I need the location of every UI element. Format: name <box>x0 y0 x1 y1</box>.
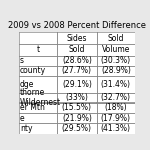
Bar <box>19 113 57 123</box>
Bar <box>19 44 57 56</box>
Bar <box>19 93 57 103</box>
Bar <box>97 44 135 56</box>
Bar <box>57 66 97 76</box>
Bar <box>19 123 57 134</box>
Text: (28.6%): (28.6%) <box>62 56 92 65</box>
Text: Volume: Volume <box>102 45 130 54</box>
Bar <box>97 103 135 113</box>
Text: (21.9%): (21.9%) <box>62 114 92 123</box>
Bar <box>97 93 135 103</box>
Text: (30.3%): (30.3%) <box>101 56 131 65</box>
Bar <box>57 93 97 103</box>
Text: e: e <box>20 114 25 123</box>
Text: Sold: Sold <box>69 45 85 54</box>
Text: (41.3%): (41.3%) <box>101 124 131 133</box>
Text: s: s <box>20 56 24 65</box>
Text: (29.1%): (29.1%) <box>62 80 92 89</box>
Bar <box>57 44 97 56</box>
Text: (18%): (18%) <box>105 103 127 112</box>
Bar <box>57 56 97 66</box>
Bar <box>97 76 135 93</box>
Bar <box>19 56 57 66</box>
Text: t: t <box>36 45 39 54</box>
Text: (29.5%): (29.5%) <box>62 124 92 133</box>
Bar <box>97 66 135 76</box>
Bar <box>97 113 135 123</box>
Text: Sold: Sold <box>108 34 124 43</box>
Text: 2009 vs 2008 Percent Difference: 2009 vs 2008 Percent Difference <box>8 21 146 30</box>
Bar <box>97 123 135 134</box>
Bar <box>57 113 97 123</box>
Bar <box>19 103 57 113</box>
Text: (27.7%): (27.7%) <box>62 66 92 75</box>
Bar <box>57 32 97 44</box>
Text: Sides: Sides <box>67 34 87 43</box>
Bar <box>19 76 57 93</box>
Bar <box>57 123 97 134</box>
Bar <box>19 32 57 44</box>
Bar <box>19 66 57 76</box>
Text: thorne
Wildernest: thorne Wildernest <box>20 88 61 107</box>
Text: (33%): (33%) <box>65 93 88 102</box>
Text: (32.7%): (32.7%) <box>101 93 131 102</box>
Text: nty: nty <box>20 124 32 133</box>
Bar <box>97 32 135 44</box>
Bar <box>57 103 97 113</box>
Text: (17.9%): (17.9%) <box>101 114 131 123</box>
Text: (31.4%): (31.4%) <box>101 80 131 89</box>
Text: dge: dge <box>20 80 34 89</box>
Bar <box>57 76 97 93</box>
Text: (28.9%): (28.9%) <box>101 66 131 75</box>
Text: (15.5%): (15.5%) <box>62 103 92 112</box>
Text: er Mtn: er Mtn <box>20 103 45 112</box>
Text: county: county <box>20 66 46 75</box>
Bar <box>97 56 135 66</box>
